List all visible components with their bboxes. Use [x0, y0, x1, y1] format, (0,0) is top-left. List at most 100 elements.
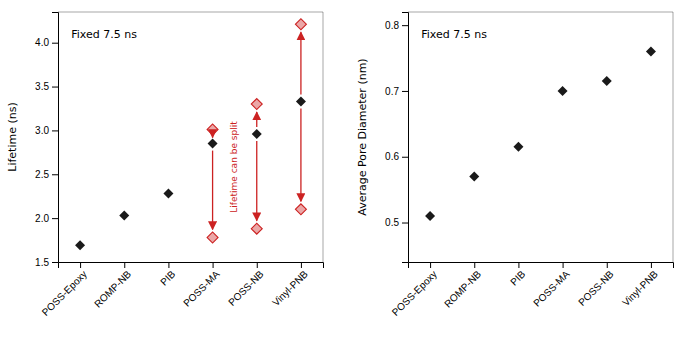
- point: [469, 171, 479, 181]
- y-axis: 1.5 2.0 2.5 3.0 3.5 4.0: [35, 13, 58, 268]
- x-tick-label: Vinyl-PNB: [620, 268, 660, 308]
- y-tick-label: 4.0: [35, 37, 49, 48]
- plot-frame: [408, 12, 673, 13]
- y-axis-title: Average Pore Diameter (nm): [356, 58, 369, 215]
- point: [75, 240, 85, 250]
- y-axis-title: Lifetime (ns): [6, 102, 19, 171]
- x-tick: ROMP-NB: [92, 262, 133, 310]
- y-tick: 3.5: [35, 81, 58, 92]
- y-tick-mark: [52, 43, 58, 44]
- x-tick-label: Vinyl-PNB: [270, 268, 310, 308]
- split-point: [207, 124, 218, 135]
- x-tick: POSS-Epoxy: [40, 262, 89, 318]
- panel-title: Fixed 7.5 ns: [421, 28, 487, 41]
- point: [163, 189, 173, 199]
- panel-title: Fixed 7.5 ns: [71, 28, 137, 41]
- y-tick-label: 2.0: [35, 213, 49, 224]
- y-tick: 0.5: [385, 217, 408, 228]
- y-tick-label: 0.6: [385, 151, 399, 162]
- x-axis: POSS-EpoxyROMP-NB PIBPOSS-MAPOSS-NBVinyl-…: [40, 262, 324, 318]
- x-tick-label: POSS-MA: [531, 268, 572, 309]
- point: [646, 46, 656, 56]
- split-arrow: [300, 108, 301, 201]
- x-tick-mark: [607, 262, 608, 268]
- x-tick-mark: [124, 262, 125, 268]
- point: [558, 86, 568, 96]
- split-point: [251, 223, 262, 234]
- plot-frame: [58, 12, 323, 13]
- x-tick: PIB: [158, 262, 177, 288]
- x-tick: Vinyl-PNB: [270, 262, 310, 308]
- y-tick-label: 1.5: [35, 257, 49, 268]
- x-tick-mark: [430, 262, 431, 268]
- y-tick: 0.8: [385, 20, 408, 31]
- split-arrow: [300, 32, 301, 94]
- x-tick-mark: [80, 262, 81, 268]
- point: [425, 211, 435, 221]
- y-tick: 1.5: [35, 257, 58, 268]
- x-tick-label: POSS-MA: [181, 268, 222, 309]
- y-tick: 0.7: [385, 86, 408, 97]
- split-arrow: [212, 136, 213, 138]
- x-tick-label: PIB: [508, 268, 527, 287]
- x-tick: ROMP-NB: [442, 262, 483, 310]
- x-tick-mark: [168, 262, 169, 268]
- point: [119, 211, 129, 221]
- x-tick-mark: [474, 262, 475, 268]
- x-tick: POSS-MA: [181, 262, 222, 309]
- x-tick-label: PIB: [158, 268, 177, 287]
- x-tick-label: ROMP-NB: [92, 268, 133, 309]
- y-axis: 0.5 0.6 0.7 0.8: [385, 13, 408, 263]
- x-tick-mark: [518, 262, 519, 268]
- point: [602, 76, 612, 86]
- y-tick: 3.0: [35, 125, 58, 136]
- x-axis: POSS-EpoxyROMP-NB PIBPOSS-MAPOSS-NBVinyl-…: [390, 262, 674, 318]
- x-tick: PIB: [508, 262, 527, 288]
- y-tick-label: 3.5: [35, 81, 49, 92]
- y-tick: 2.0: [35, 213, 58, 224]
- y-tick-label: 0.5: [385, 217, 399, 228]
- y-tick-label: 3.0: [35, 125, 49, 136]
- x-tick-label: POSS-NB: [226, 268, 266, 308]
- plot-frame: [673, 12, 674, 262]
- x-axis-line: [409, 263, 674, 269]
- x-tick: POSS-NB: [226, 262, 266, 308]
- y-tick-mark: [52, 87, 58, 88]
- y-tick-label: 0.8: [385, 20, 399, 31]
- x-tick-mark: [651, 262, 652, 268]
- plot-frame: [323, 12, 324, 262]
- annotation: Lifetime can be split: [229, 121, 239, 213]
- x-tick: POSS-Epoxy: [390, 262, 439, 318]
- split-point: [251, 99, 262, 110]
- split-point: [295, 19, 306, 30]
- y-tick-mark: [402, 157, 408, 158]
- split-point: [207, 232, 218, 243]
- x-tick-label: POSS-Epoxy: [40, 268, 89, 317]
- chart-root: 1.52.02.53.03.54.0POSS-EpoxyROMP-NBPIBPO…: [0, 0, 695, 342]
- x-tick: POSS-NB: [576, 262, 616, 308]
- point: [513, 142, 523, 152]
- y-tick-label: 2.5: [35, 169, 49, 180]
- x-tick-mark: [213, 262, 214, 268]
- y-tick-mark: [52, 262, 58, 263]
- x-tick-label: POSS-Epoxy: [390, 268, 439, 317]
- x-tick-label: ROMP-NB: [442, 268, 483, 309]
- split-arrow: [212, 151, 213, 230]
- x-tick-mark: [563, 262, 564, 268]
- point: [208, 139, 218, 149]
- marks: [425, 46, 656, 220]
- y-tick: 2.5: [35, 169, 58, 180]
- chart-svg: 1.52.02.53.03.54.0POSS-EpoxyROMP-NBPIBPO…: [0, 0, 695, 342]
- y-tick-mark: [402, 223, 408, 224]
- y-axis-line: [402, 13, 409, 263]
- y-tick: 0.6: [385, 151, 408, 162]
- marks: [75, 19, 306, 251]
- y-tick-mark: [402, 25, 408, 26]
- point: [296, 96, 306, 106]
- x-tick: Vinyl-PNB: [620, 262, 660, 308]
- point: [252, 129, 262, 139]
- y-tick-mark: [52, 130, 58, 131]
- x-tick-mark: [301, 262, 302, 268]
- x-tick: POSS-MA: [531, 262, 572, 309]
- panel: 0.5 0.6 0.7 0.8 POSS-EpoxyROMP-NB PIBPOSS-MAP…: [356, 12, 674, 318]
